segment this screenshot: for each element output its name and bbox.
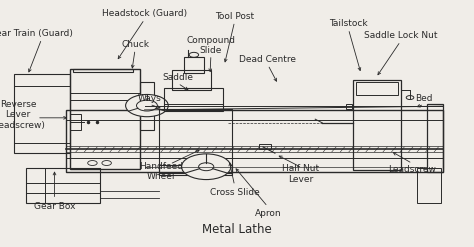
Bar	[164, 88, 223, 111]
Text: Saddle Lock Nut: Saddle Lock Nut	[364, 31, 438, 40]
Text: Apron: Apron	[255, 209, 281, 218]
Text: Compound
Slide: Compound Slide	[186, 36, 236, 55]
Circle shape	[126, 94, 168, 117]
Bar	[159, 109, 232, 175]
Bar	[70, 69, 140, 169]
Bar	[346, 104, 352, 109]
Text: Tailstock: Tailstock	[329, 19, 368, 28]
Text: Saddle: Saddle	[162, 73, 193, 82]
Bar	[184, 57, 204, 73]
Text: Metal Lathe: Metal Lathe	[202, 223, 272, 236]
Text: Cross Slide: Cross Slide	[210, 188, 259, 197]
Text: Handfeed
Wheel: Handfeed Wheel	[139, 162, 183, 181]
Text: Reverse
Lever
(Leadscrew): Reverse Lever (Leadscrew)	[0, 100, 46, 130]
Text: Bed: Bed	[416, 94, 433, 103]
Text: Tool Post: Tool Post	[215, 12, 254, 21]
Text: Leadscrew: Leadscrew	[388, 165, 437, 174]
Bar	[73, 69, 133, 72]
Circle shape	[182, 154, 231, 180]
Bar	[417, 168, 441, 203]
Bar	[353, 80, 401, 170]
Text: Ways: Ways	[137, 94, 161, 103]
Bar	[14, 74, 70, 153]
Bar	[356, 82, 398, 95]
Bar	[66, 110, 443, 172]
Text: Dead Centre: Dead Centre	[239, 55, 296, 64]
Text: Chuck: Chuck	[121, 40, 149, 49]
Bar	[26, 168, 100, 203]
Text: Headstock (Guard): Headstock (Guard)	[102, 9, 187, 18]
Bar	[140, 82, 154, 130]
Text: Gear Box: Gear Box	[34, 202, 75, 211]
Bar	[70, 114, 81, 130]
Bar	[427, 104, 443, 172]
Text: Half Nut
Lever: Half Nut Lever	[283, 165, 319, 184]
Bar	[259, 144, 271, 149]
Bar	[159, 165, 232, 173]
Bar	[172, 70, 211, 90]
Text: Gear Train (Guard): Gear Train (Guard)	[0, 29, 73, 38]
